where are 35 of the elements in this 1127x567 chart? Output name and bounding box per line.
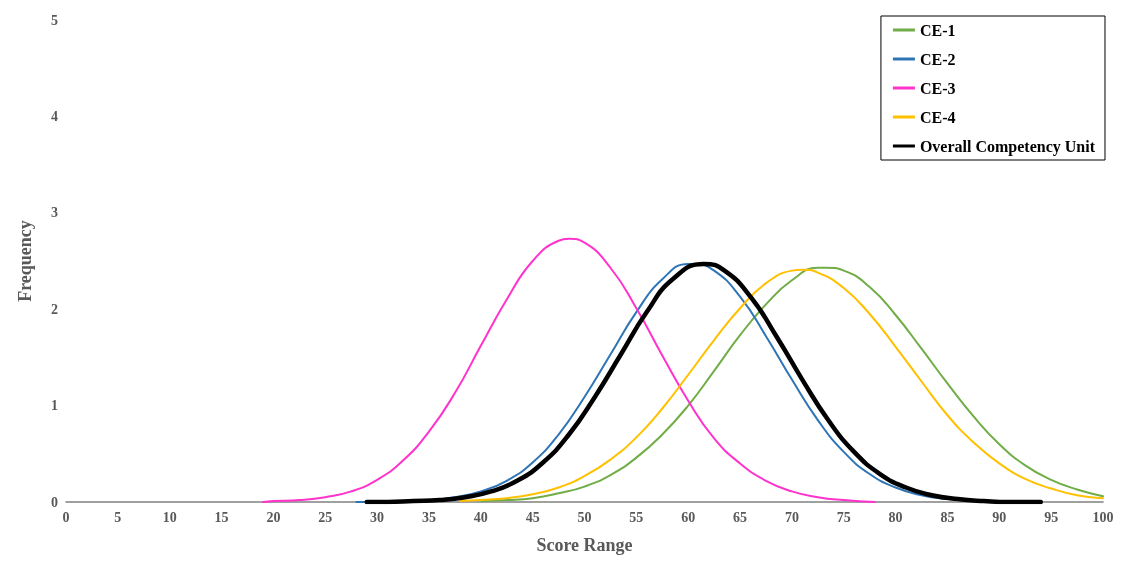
legend-label: CE-4	[919, 108, 956, 126]
x-tick-label: 5	[114, 509, 122, 525]
x-tick-label: 70	[784, 509, 799, 525]
x-tick-label: 50	[577, 509, 592, 525]
x-tick-label: 25	[318, 509, 333, 525]
legend-label: CE-2	[919, 50, 956, 68]
y-tick-label: 1	[51, 398, 58, 414]
y-tick-label: 3	[51, 205, 58, 221]
x-axis-title: Score Range	[536, 535, 633, 555]
y-tick-label: 4	[51, 108, 58, 124]
x-tick-label: 15	[214, 509, 229, 525]
x-tick-label: 35	[421, 509, 436, 525]
x-tick-label: 90	[992, 509, 1007, 525]
x-tick-label: 60	[681, 509, 696, 525]
y-tick-label: 0	[51, 494, 58, 510]
x-tick-label: 45	[525, 509, 540, 525]
x-tick-label: 75	[836, 509, 851, 525]
legend-label: CE-3	[919, 79, 956, 97]
legend-label: CE-1	[919, 21, 956, 39]
y-axis-title: Frequency	[15, 220, 35, 302]
legend-label: Overall Competency Unit	[919, 137, 1096, 156]
x-tick-label: 80	[888, 509, 903, 525]
x-tick-label: 20	[266, 509, 281, 525]
x-tick-label: 85	[940, 509, 955, 525]
y-tick-label: 5	[51, 12, 58, 28]
x-tick-label: 100	[1092, 509, 1114, 525]
x-tick-label: 40	[473, 509, 488, 525]
x-tick-label: 30	[370, 509, 385, 525]
x-tick-label: 55	[629, 509, 644, 525]
x-tick-label: 65	[733, 509, 748, 525]
x-tick-label: 0	[62, 509, 70, 525]
x-tick-label: 95	[1044, 509, 1059, 525]
line-series	[262, 237, 876, 503]
y-tick-label: 2	[51, 301, 58, 317]
x-tick-label: 10	[162, 509, 177, 525]
